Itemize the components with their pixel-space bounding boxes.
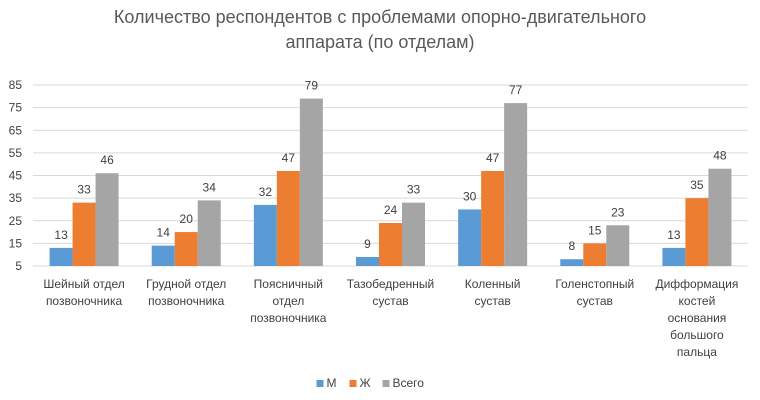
y-tick-label: 25 [9,214,23,228]
data-label: 48 [713,149,727,163]
legend-swatch [382,380,390,387]
x-category-label: Коленный сустав [465,277,521,308]
bar [481,170,505,266]
data-label: 77 [509,83,523,97]
data-label: 24 [384,203,398,217]
data-label: 32 [259,185,273,199]
data-label: 79 [305,79,319,93]
bar [685,198,709,266]
legend-label: Всего [393,376,425,390]
data-labels: 13 33 46 14 20 34 32 47 79 9 24 33 30 47 77 8 15 23 13 35 48 [54,79,727,254]
y-tick-label: 75 [9,101,23,115]
bar [402,202,425,266]
x-category-label: Тазобедренный сустав [347,277,434,308]
bar [95,173,119,266]
data-label: 15 [588,223,602,237]
data-label: 20 [180,212,194,226]
bar [356,256,379,266]
y-tick-label: 35 [9,191,23,205]
data-label: 33 [77,183,91,197]
x-category-label: Голенстопный сустав [555,277,634,308]
legend-label: М [327,376,337,390]
legend-label: Ж [360,376,371,390]
x-category-label: Поясничный отдел позвоночника [250,277,327,325]
bar [708,168,732,266]
y-tick-label: 15 [9,236,23,250]
legend-swatch [349,380,357,387]
x-category-label: Шейный отдел позвоночника [43,277,124,308]
y-tick-label: 65 [9,123,23,137]
y-tick-label: 85 [9,78,23,92]
data-label: 9 [364,237,371,251]
bar [253,204,277,266]
bar [299,98,323,266]
data-label: 8 [568,239,575,253]
bar [49,247,73,266]
bar [458,209,482,266]
data-label: 47 [282,151,296,165]
gridlines [33,84,748,267]
y-tick-label: 55 [9,146,23,160]
legend-swatch [316,380,324,387]
data-label: 46 [100,153,114,167]
chart-title-line: аппарата (по отделам) [285,32,474,52]
bar [276,170,300,266]
x-axis-categories: Шейный отдел позвоночника Грудной отдел поз… [43,277,738,359]
data-label: 47 [486,151,500,165]
data-label: 35 [690,178,704,192]
x-category-label: Дифформация костей основания большого пальца [655,277,738,359]
chart-title-line: Количество респондентов с проблемами опо… [114,7,646,27]
bar [560,259,584,266]
data-label: 34 [203,180,217,194]
data-label: 13 [667,228,681,242]
bar [197,200,221,266]
data-label: 13 [54,228,68,242]
bar [174,232,198,266]
bar [379,223,402,266]
bar [151,245,175,266]
y-axis-ticks: 5 15 25 35 45 55 65 75 85 [9,78,23,273]
y-tick-label: 45 [9,169,23,183]
bar [662,247,686,266]
data-label: 23 [611,205,625,219]
bars [49,98,732,266]
x-category-label: Грудной отдел позвоночника [146,277,226,308]
chart-title: Количество респондентов с проблемами опо… [114,7,646,52]
bar [72,202,96,266]
bar [504,103,528,266]
legend: М Ж Всего [316,376,425,390]
data-label: 30 [463,189,477,203]
y-tick-label: 5 [15,259,22,273]
bar [583,243,607,266]
bar [606,225,630,266]
data-label: 14 [157,226,171,240]
data-label: 33 [407,183,421,197]
